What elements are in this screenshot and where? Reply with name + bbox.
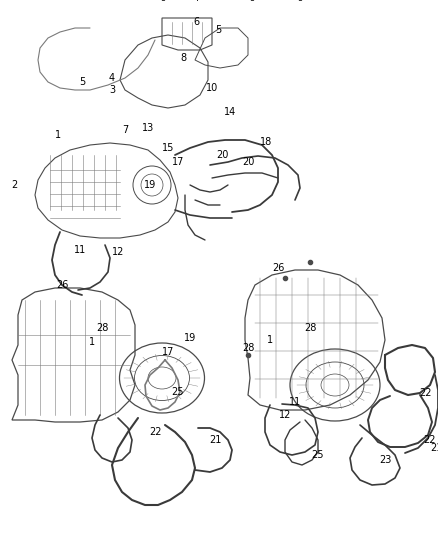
Text: 3: 3 (109, 85, 115, 95)
Text: 28: 28 (304, 323, 316, 333)
Text: 11: 11 (289, 397, 301, 407)
Text: 23: 23 (379, 455, 391, 465)
Text: 7: 7 (122, 125, 128, 135)
Text: 17: 17 (162, 347, 174, 357)
Text: 5: 5 (215, 25, 221, 35)
Text: 25: 25 (312, 450, 324, 460)
Text: 4: 4 (109, 73, 115, 83)
Text: 20: 20 (242, 157, 254, 167)
Text: 26: 26 (272, 263, 284, 273)
Text: 19: 19 (184, 333, 196, 343)
Text: 17: 17 (172, 157, 184, 167)
Text: 5: 5 (79, 77, 85, 87)
Text: 15: 15 (162, 143, 174, 153)
Text: 21: 21 (209, 435, 221, 445)
Text: 22: 22 (419, 388, 431, 398)
Text: 1: 1 (55, 130, 61, 140)
Text: 13: 13 (142, 123, 154, 133)
Text: 11: 11 (74, 245, 86, 255)
Text: 25: 25 (172, 387, 184, 397)
Text: 28: 28 (242, 343, 254, 353)
Text: 28: 28 (96, 323, 108, 333)
Text: 12: 12 (279, 410, 291, 420)
Text: 12: 12 (112, 247, 124, 257)
Text: 2: 2 (11, 180, 17, 190)
Text: 1: 1 (89, 337, 95, 347)
Text: 6: 6 (193, 17, 199, 27)
Text: 1: 1 (267, 335, 273, 345)
Text: 10: 10 (206, 83, 218, 93)
Text: 14: 14 (224, 107, 236, 117)
Text: 26: 26 (56, 280, 68, 290)
Text: 20: 20 (216, 150, 228, 160)
Text: 21: 21 (430, 443, 438, 453)
Text: 19: 19 (144, 180, 156, 190)
Text: 18: 18 (260, 137, 272, 147)
Text: 22: 22 (149, 427, 161, 437)
Text: 22: 22 (424, 435, 436, 445)
Text: 8: 8 (180, 53, 186, 63)
Text: 2002 Dodge Intrepid Plumbing - A/C Diagram: 2002 Dodge Intrepid Plumbing - A/C Diagr… (117, 0, 321, 1)
